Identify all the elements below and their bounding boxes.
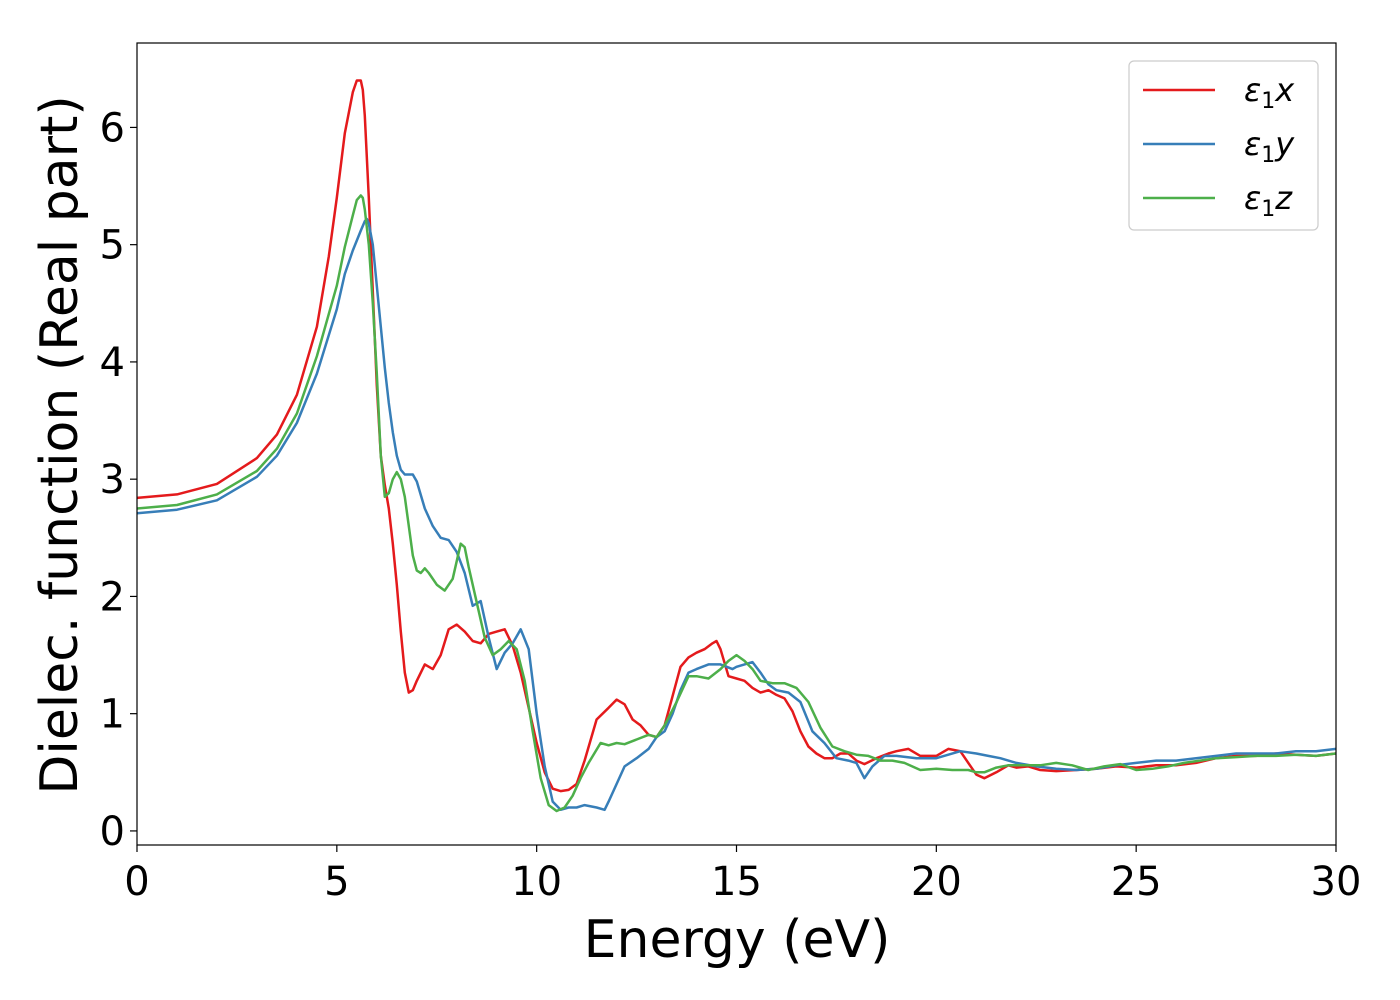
x-tick-label: 25	[1111, 859, 1162, 905]
series-line-y	[137, 217, 1336, 812]
legend-box	[1128, 60, 1319, 231]
legend-label-x: ε1x	[1244, 71, 1295, 114]
y-tick-label: 1	[100, 692, 125, 738]
x-axis: 0 5 10 15 20 25 30	[124, 845, 1361, 905]
y-tick-label: 2	[100, 574, 125, 620]
x-axis-title: Energy (eV)	[584, 910, 891, 970]
y-tick-label: 0	[100, 809, 125, 855]
y-tick-label: 6	[100, 105, 125, 151]
legend-label-z: ε1z	[1244, 179, 1293, 222]
y-tick-label: 5	[100, 223, 125, 269]
x-tick-label: 15	[711, 859, 762, 905]
y-axis-title: Dielec. function (Real part)	[30, 95, 90, 794]
y-tick-label: 3	[100, 457, 125, 503]
x-tick-label: 20	[911, 859, 962, 905]
legend-label-y: ε1y	[1244, 125, 1295, 168]
x-tick-label: 30	[1311, 859, 1362, 905]
legend: ε1x ε1y ε1z	[1128, 60, 1319, 231]
x-tick-label: 5	[324, 859, 349, 905]
x-tick-label: 0	[124, 859, 149, 905]
y-tick-label: 4	[100, 340, 125, 386]
y-axis: 0 1 2 3 4 5 6	[100, 105, 137, 855]
x-tick-label: 10	[511, 859, 562, 905]
series-line-z	[137, 194, 1336, 813]
